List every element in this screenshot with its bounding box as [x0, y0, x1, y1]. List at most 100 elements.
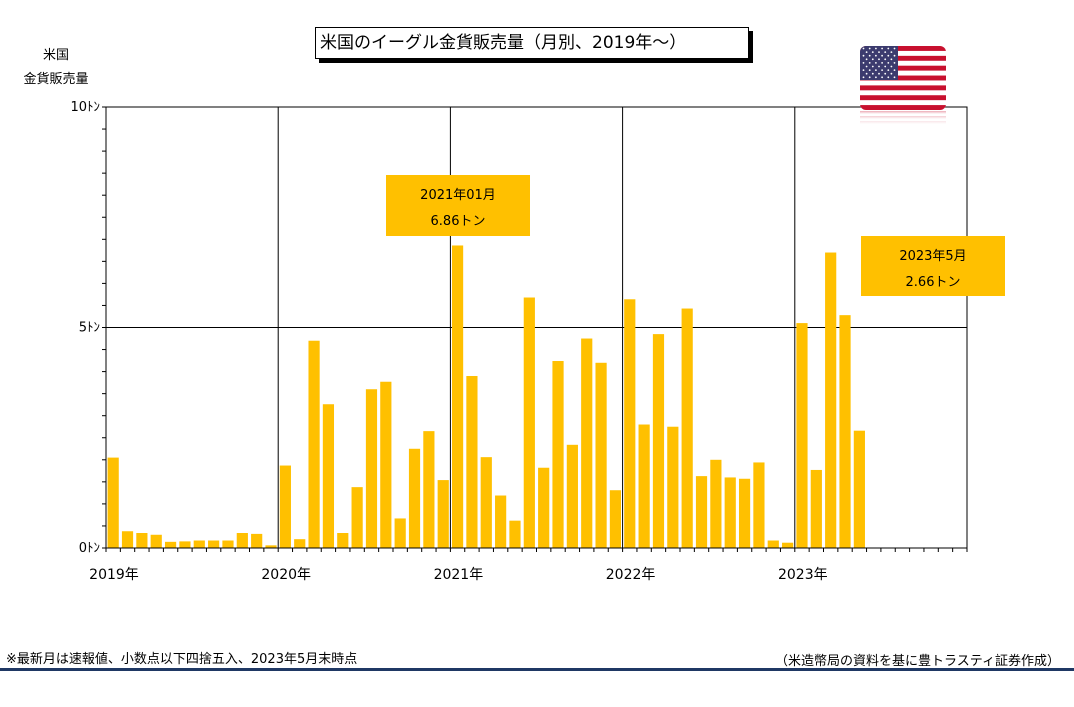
flag-star — [862, 47, 865, 50]
bar — [767, 540, 779, 548]
bar — [150, 534, 162, 548]
bar — [222, 540, 234, 548]
y-tick-label: 0ﾄﾝ — [79, 541, 100, 556]
flag-star — [881, 62, 883, 64]
bar — [365, 389, 378, 548]
flag-stripe — [860, 85, 946, 91]
y-axis-label: 米国 金貨販売量 — [14, 44, 98, 92]
bar — [136, 533, 148, 548]
bar — [265, 545, 277, 548]
bar — [337, 533, 349, 548]
bar — [193, 540, 205, 548]
bar — [853, 430, 865, 548]
bar — [624, 299, 636, 548]
flag-star — [890, 51, 893, 53]
flag-star — [875, 69, 877, 71]
bar — [495, 495, 507, 548]
bar — [753, 462, 765, 548]
bar — [437, 480, 449, 548]
bar — [638, 424, 650, 548]
bar — [208, 540, 220, 548]
bar — [107, 457, 119, 548]
flag-stripe — [860, 75, 946, 81]
flag-star — [878, 51, 880, 53]
bar — [423, 431, 435, 548]
flag-star — [862, 62, 865, 64]
flag-star — [884, 65, 887, 68]
bar — [595, 362, 607, 548]
bar — [523, 297, 535, 548]
bar — [581, 338, 593, 548]
flag-star — [871, 51, 874, 53]
bar — [509, 520, 521, 548]
flag-star — [887, 69, 890, 71]
flag-star — [890, 65, 893, 68]
bar — [681, 308, 693, 548]
bar — [538, 467, 550, 548]
flag-star — [878, 58, 880, 61]
bar — [179, 541, 191, 548]
bar — [825, 252, 837, 548]
footnote: ※最新月は速報値、小数点以下四捨五入、2023年5月末時点 — [6, 652, 358, 667]
bar — [408, 448, 421, 548]
flag-star — [887, 54, 890, 57]
bar — [480, 457, 492, 548]
bar — [380, 381, 392, 548]
flag-star — [884, 72, 887, 75]
flag-star — [878, 65, 880, 68]
flag-star — [868, 76, 871, 79]
flag-star — [862, 54, 865, 57]
flag-star — [887, 76, 890, 79]
callout-latest-2023-05: 2023年5月 2.66トン — [861, 236, 1005, 296]
flag-star — [893, 76, 896, 79]
flag-star — [881, 47, 883, 50]
flag-star — [881, 54, 883, 57]
flag-star — [862, 69, 865, 71]
bar — [710, 459, 722, 548]
flag-star — [881, 76, 883, 79]
flag-star — [875, 76, 877, 79]
flag-star — [893, 54, 896, 57]
flag-star — [887, 47, 890, 50]
bar — [724, 477, 736, 548]
flag-stripe — [860, 46, 946, 51]
bar — [839, 315, 851, 548]
flag-star — [890, 72, 893, 75]
x-tick-label: 2023年 — [778, 567, 828, 583]
x-tick-label: 2021年 — [434, 567, 484, 583]
flag-star — [878, 72, 880, 75]
flag-stripe — [860, 105, 946, 110]
bar — [695, 476, 708, 548]
bar — [552, 361, 564, 548]
flag-star — [875, 47, 877, 50]
bar — [251, 533, 263, 548]
bar — [609, 490, 622, 548]
flag-star — [893, 62, 896, 64]
flag-star — [884, 51, 887, 53]
flag-star — [887, 62, 890, 64]
callout-date: 2023年5月 — [899, 249, 967, 264]
bar — [121, 531, 134, 548]
flag-star — [871, 65, 874, 68]
flag-star — [893, 69, 896, 71]
flag-star — [884, 58, 887, 61]
bar — [394, 518, 406, 548]
y-tick-label: 5ﾄﾝ — [79, 321, 100, 336]
tick-labels: 0ﾄﾝ 5ﾄﾝ 10ﾄﾝ 2019年 2020年 2021年 2022年 2023年 — [70, 100, 827, 583]
bar — [294, 539, 306, 548]
flag-stripe — [860, 55, 946, 61]
flag-star — [865, 58, 868, 61]
bar — [308, 340, 320, 548]
flag-star — [868, 54, 871, 57]
flag-star — [868, 47, 871, 50]
x-tick-label: 2022年 — [606, 567, 656, 583]
x-tick-label: 2019年 — [89, 567, 139, 583]
source-note: （米造幣局の資料を基に豊トラスティ証券作成） — [775, 654, 1060, 669]
gridlines — [105, 106, 968, 549]
callout-value: 6.86トン — [430, 214, 486, 229]
callout-peak-2021-01: 2021年01月 6.86トン — [386, 175, 530, 236]
flag-star — [890, 58, 893, 61]
flag-star — [881, 69, 883, 71]
chart-title: 米国のイーグル金貨販売量（月別、2019年～） — [315, 27, 749, 59]
